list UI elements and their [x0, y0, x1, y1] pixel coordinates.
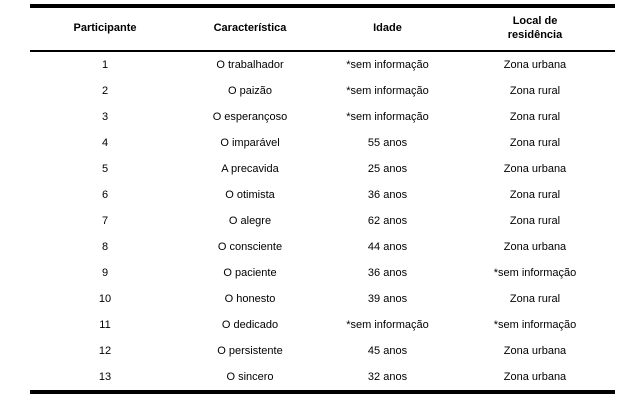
table-cell: O paizão: [227, 84, 273, 97]
table-cell: 36 anos: [367, 188, 408, 201]
table-row: 6 O otimista 36 anos Zona rural: [30, 182, 615, 208]
header-row: Participante Característica Idade Local …: [30, 6, 615, 52]
table-row: 1 O trabalhador *sem informação Zona urbana: [30, 51, 615, 78]
table-cell: Zona rural: [509, 84, 561, 97]
table-header: Participante Característica Idade Local …: [30, 6, 615, 52]
header-idade: Idade: [320, 6, 455, 52]
table-row: 2 O paizão *sem informação Zona rural: [30, 78, 615, 104]
table-cell: *sem informação: [493, 318, 577, 331]
table-cell: *sem informação: [346, 318, 429, 331]
table-cell: 3: [101, 110, 109, 123]
participants-table: Participante Característica Idade Local …: [30, 4, 615, 394]
table-cell: O trabalhador: [216, 58, 284, 71]
table-cell: 13: [98, 370, 112, 383]
table-cell: O paciente: [223, 266, 277, 279]
table-cell: Zona urbana: [503, 58, 567, 71]
table-cell: 12: [98, 344, 112, 357]
header-local-de-residencia: Local de residência: [455, 6, 615, 52]
table-row: 10 O honesto 39 anos Zona rural: [30, 286, 615, 312]
table-cell: O alegre: [228, 214, 272, 227]
table-cell: 5: [101, 162, 109, 175]
table-cell: Zona rural: [509, 136, 561, 149]
table-row: 4 O imparável 55 anos Zona rural: [30, 130, 615, 156]
table-cell: O esperançoso: [212, 110, 288, 123]
header-caracteristica: Característica: [180, 6, 320, 52]
table-cell: Zona urbana: [503, 240, 567, 253]
table-cell: Zona rural: [509, 188, 561, 201]
table-cell: 25 anos: [367, 162, 408, 175]
table-cell: 2: [101, 84, 109, 97]
table-row: 11 O dedicado *sem informação *sem informaç…: [30, 312, 615, 338]
table-cell: 39 anos: [367, 292, 408, 305]
table-cell: *sem informação: [346, 58, 429, 71]
table-cell: 36 anos: [367, 266, 408, 279]
table-cell: O consciente: [217, 240, 283, 253]
table-cell: O imparável: [220, 136, 280, 149]
table-cell: Zona urbana: [503, 344, 567, 357]
table-cell: *sem informação: [493, 266, 577, 279]
table-row: 7 O alegre 62 anos Zona rural: [30, 208, 615, 234]
table-cell: A precavida: [221, 162, 279, 175]
table-row: 13 O sincero 32 anos Zona urbana: [30, 364, 615, 392]
table-cell: 1: [101, 58, 109, 71]
table-cell: O persistente: [217, 344, 283, 357]
header-local-de-residencia-label: Local de residência: [507, 15, 563, 41]
table-cell: 6: [101, 188, 109, 201]
table-cell: O otimista: [225, 188, 275, 201]
table-cell: 32 anos: [367, 370, 408, 383]
table-cell: O honesto: [224, 292, 276, 305]
table-row: 12 O persistente 45 anos Zona urbana: [30, 338, 615, 364]
table-cell: 4: [101, 136, 109, 149]
table-cell: Zona rural: [509, 214, 561, 227]
table-cell: Zona urbana: [503, 162, 567, 175]
header-participante: Participante: [30, 6, 180, 52]
table-cell: O sincero: [226, 370, 274, 383]
table-row: 5 A precavida 25 anos Zona urbana: [30, 156, 615, 182]
table-cell: 44 anos: [367, 240, 408, 253]
table-row: 8 O consciente 44 anos Zona urbana: [30, 234, 615, 260]
table-cell: 8: [101, 240, 109, 253]
table-cell: 62 anos: [367, 214, 408, 227]
table-cell: 9: [101, 266, 109, 279]
table-cell: 45 anos: [367, 344, 408, 357]
table-row: 9 O paciente 36 anos *sem informação: [30, 260, 615, 286]
table-cell: 7: [101, 214, 109, 227]
table-cell: Zona urbana: [503, 370, 567, 383]
table-cell: Zona rural: [509, 110, 561, 123]
table-cell: O dedicado: [221, 318, 279, 331]
table-cell: 11: [99, 318, 111, 331]
table-cell: Zona rural: [509, 292, 561, 305]
table-cell: *sem informação: [346, 84, 429, 97]
table-cell: *sem informação: [346, 110, 429, 123]
table-cell: 10: [98, 292, 112, 305]
table-body: 1 O trabalhador *sem informação Zona urbana…: [30, 51, 615, 392]
table-cell: 55 anos: [367, 136, 408, 149]
table-row: 3 O esperançoso *sem informação Zona rural: [30, 104, 615, 130]
